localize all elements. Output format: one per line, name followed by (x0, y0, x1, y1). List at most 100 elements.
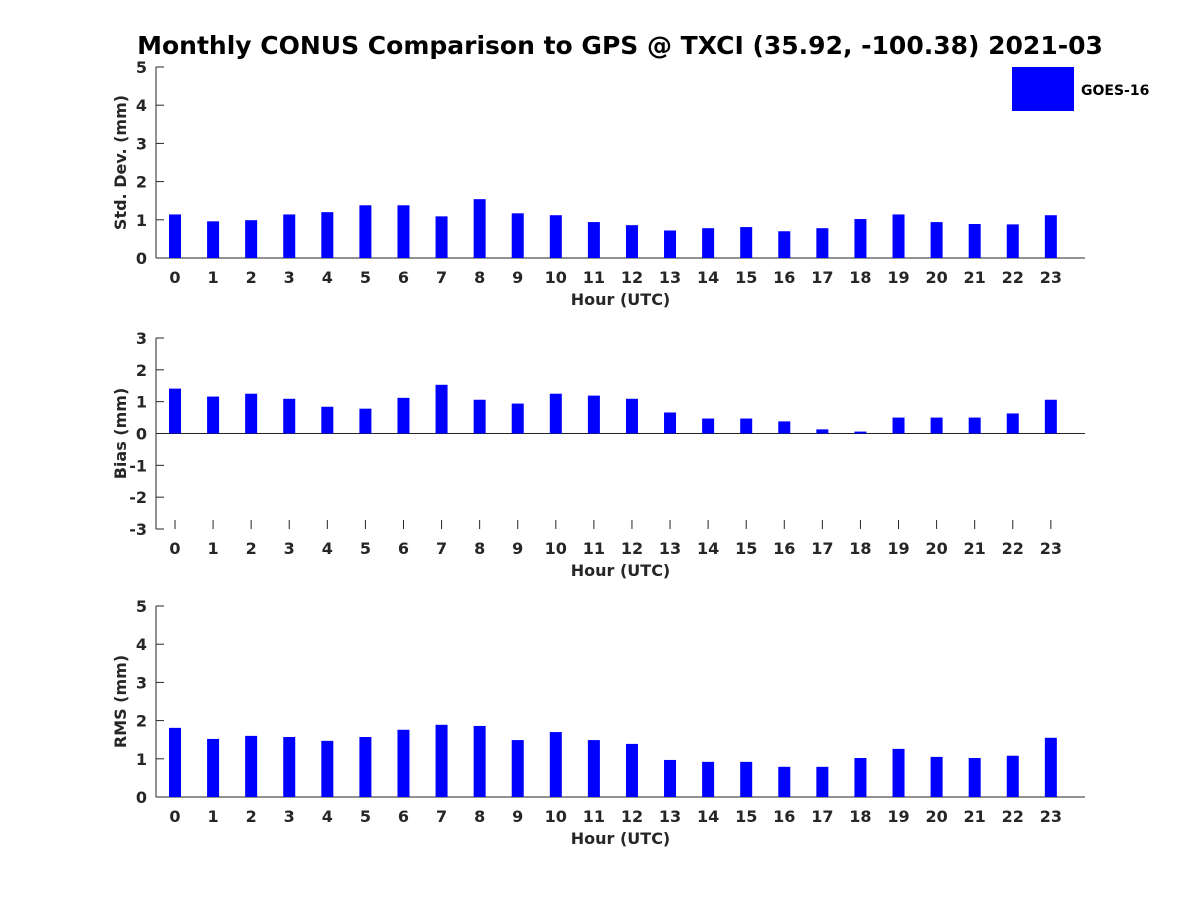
bias-x-tick-label: 13 (659, 539, 681, 558)
std-dev-x-tick-label: 17 (811, 268, 833, 287)
rms-x-tick-label: 22 (1002, 807, 1024, 826)
rms-y-axis-label: RMS (mm) (111, 655, 130, 748)
bias-x-tick-label: 1 (208, 539, 219, 558)
rms-x-tick-label: 17 (811, 807, 833, 826)
bias-bar (968, 417, 981, 434)
bias-bar (397, 397, 410, 434)
rms-bar (664, 759, 677, 797)
rms-x-tick-label: 7 (436, 807, 447, 826)
rms-bar (740, 761, 753, 797)
bias-x-tick-label: 17 (811, 539, 833, 558)
rms-x-tick-label: 18 (849, 807, 871, 826)
chart-title: Monthly CONUS Comparison to GPS @ TXCI (… (137, 31, 1103, 60)
bias-bar (740, 418, 753, 434)
bias-y-tick-label: -1 (129, 456, 147, 475)
std-dev-x-tick-label: 15 (735, 268, 757, 287)
bias-x-tick-label: 23 (1040, 539, 1062, 558)
std-dev-x-tick-label: 21 (964, 268, 986, 287)
bias-x-tick-label: 22 (1002, 539, 1024, 558)
rms-x-tick-label: 0 (169, 807, 180, 826)
std-dev-bar (816, 228, 829, 258)
std-dev-x-tick-label: 3 (284, 268, 295, 287)
std-dev-y-tick-label: 4 (136, 96, 147, 115)
std-dev-y-tick-label: 2 (136, 173, 147, 192)
bias-bar (473, 399, 486, 434)
rms-x-tick-label: 13 (659, 807, 681, 826)
bias-bar (625, 398, 638, 434)
std-dev-x-tick-label: 19 (887, 268, 909, 287)
std-dev-bar (435, 216, 448, 258)
bias-bar (1044, 399, 1057, 434)
bias-y-axis-label: Bias (mm) (111, 388, 130, 480)
bias-x-tick-label: 6 (398, 539, 409, 558)
rms-y-tick-label: 4 (136, 635, 147, 654)
bias-x-tick-label: 5 (360, 539, 371, 558)
std-dev-x-tick-label: 6 (398, 268, 409, 287)
bias-y-tick-label: -2 (129, 488, 147, 507)
rms-x-tick-label: 21 (964, 807, 986, 826)
bias-x-tick-label: 16 (773, 539, 795, 558)
bias-bar (245, 393, 258, 434)
rms-bar (435, 724, 448, 797)
bias-x-tick-label: 0 (169, 539, 180, 558)
legend: GOES-16 (1012, 67, 1149, 111)
rms-y-tick-label: 1 (136, 750, 147, 769)
bias-x-tick-label: 21 (964, 539, 986, 558)
bias-y-tick-label: 2 (136, 361, 147, 380)
std-dev-x-tick-label: 13 (659, 268, 681, 287)
rms-x-tick-label: 12 (621, 807, 643, 826)
rms-bar (207, 738, 220, 797)
rms-bar (702, 761, 715, 797)
bias-y-tick-label: 1 (136, 393, 147, 412)
bias-bar (435, 384, 448, 434)
std-dev-x-tick-label: 8 (474, 268, 485, 287)
bias-x-tick-label: 20 (925, 539, 947, 558)
bias-x-tick-label: 8 (474, 539, 485, 558)
rms-x-tick-label: 14 (697, 807, 719, 826)
rms-bar (511, 740, 524, 797)
std-dev-bar (892, 214, 905, 258)
bias-bar (283, 398, 296, 434)
rms-x-tick-label: 10 (545, 807, 567, 826)
std-dev-x-tick-label: 11 (583, 268, 605, 287)
rms-bar (359, 737, 372, 797)
rms-bar (930, 756, 943, 797)
rms-bar (397, 729, 410, 797)
rms-x-tick-label: 23 (1040, 807, 1062, 826)
std-dev-bar (283, 214, 296, 258)
bias-x-tick-label: 3 (284, 539, 295, 558)
bias-x-tick-label: 9 (512, 539, 523, 558)
std-dev-bar (321, 212, 334, 258)
bias-y-tick-label: 3 (136, 329, 147, 348)
std-dev-x-tick-label: 1 (208, 268, 219, 287)
rms-x-tick-label: 9 (512, 807, 523, 826)
std-dev-x-tick-label: 10 (545, 268, 567, 287)
bias-bar (1006, 413, 1019, 434)
rms-x-tick-label: 6 (398, 807, 409, 826)
rms-x-tick-label: 8 (474, 807, 485, 826)
bias-bar (930, 417, 943, 434)
bias-x-tick-label: 2 (246, 539, 257, 558)
rms-bar (169, 727, 181, 797)
std-dev-bar (854, 219, 867, 258)
rms-x-axis-label: Hour (UTC) (571, 829, 671, 848)
bias-y-tick-label: 0 (136, 425, 147, 444)
std-dev-bar (169, 214, 181, 258)
rms-x-tick-label: 2 (246, 807, 257, 826)
std-dev-x-tick-label: 18 (849, 268, 871, 287)
rms-x-tick-label: 5 (360, 807, 371, 826)
bias-bar (778, 421, 791, 434)
std-dev-bar (1006, 224, 1019, 258)
rms-y-tick-label: 2 (136, 712, 147, 731)
bias-x-tick-label: 12 (621, 539, 643, 558)
std-dev-x-axis-label: Hour (UTC) (571, 290, 671, 309)
bias-x-tick-label: 4 (322, 539, 333, 558)
std-dev-x-tick-label: 2 (246, 268, 257, 287)
bias-bar (892, 417, 905, 434)
rms-bar (854, 758, 867, 797)
rms-x-tick-label: 20 (925, 807, 947, 826)
bias-x-tick-label: 18 (849, 539, 871, 558)
